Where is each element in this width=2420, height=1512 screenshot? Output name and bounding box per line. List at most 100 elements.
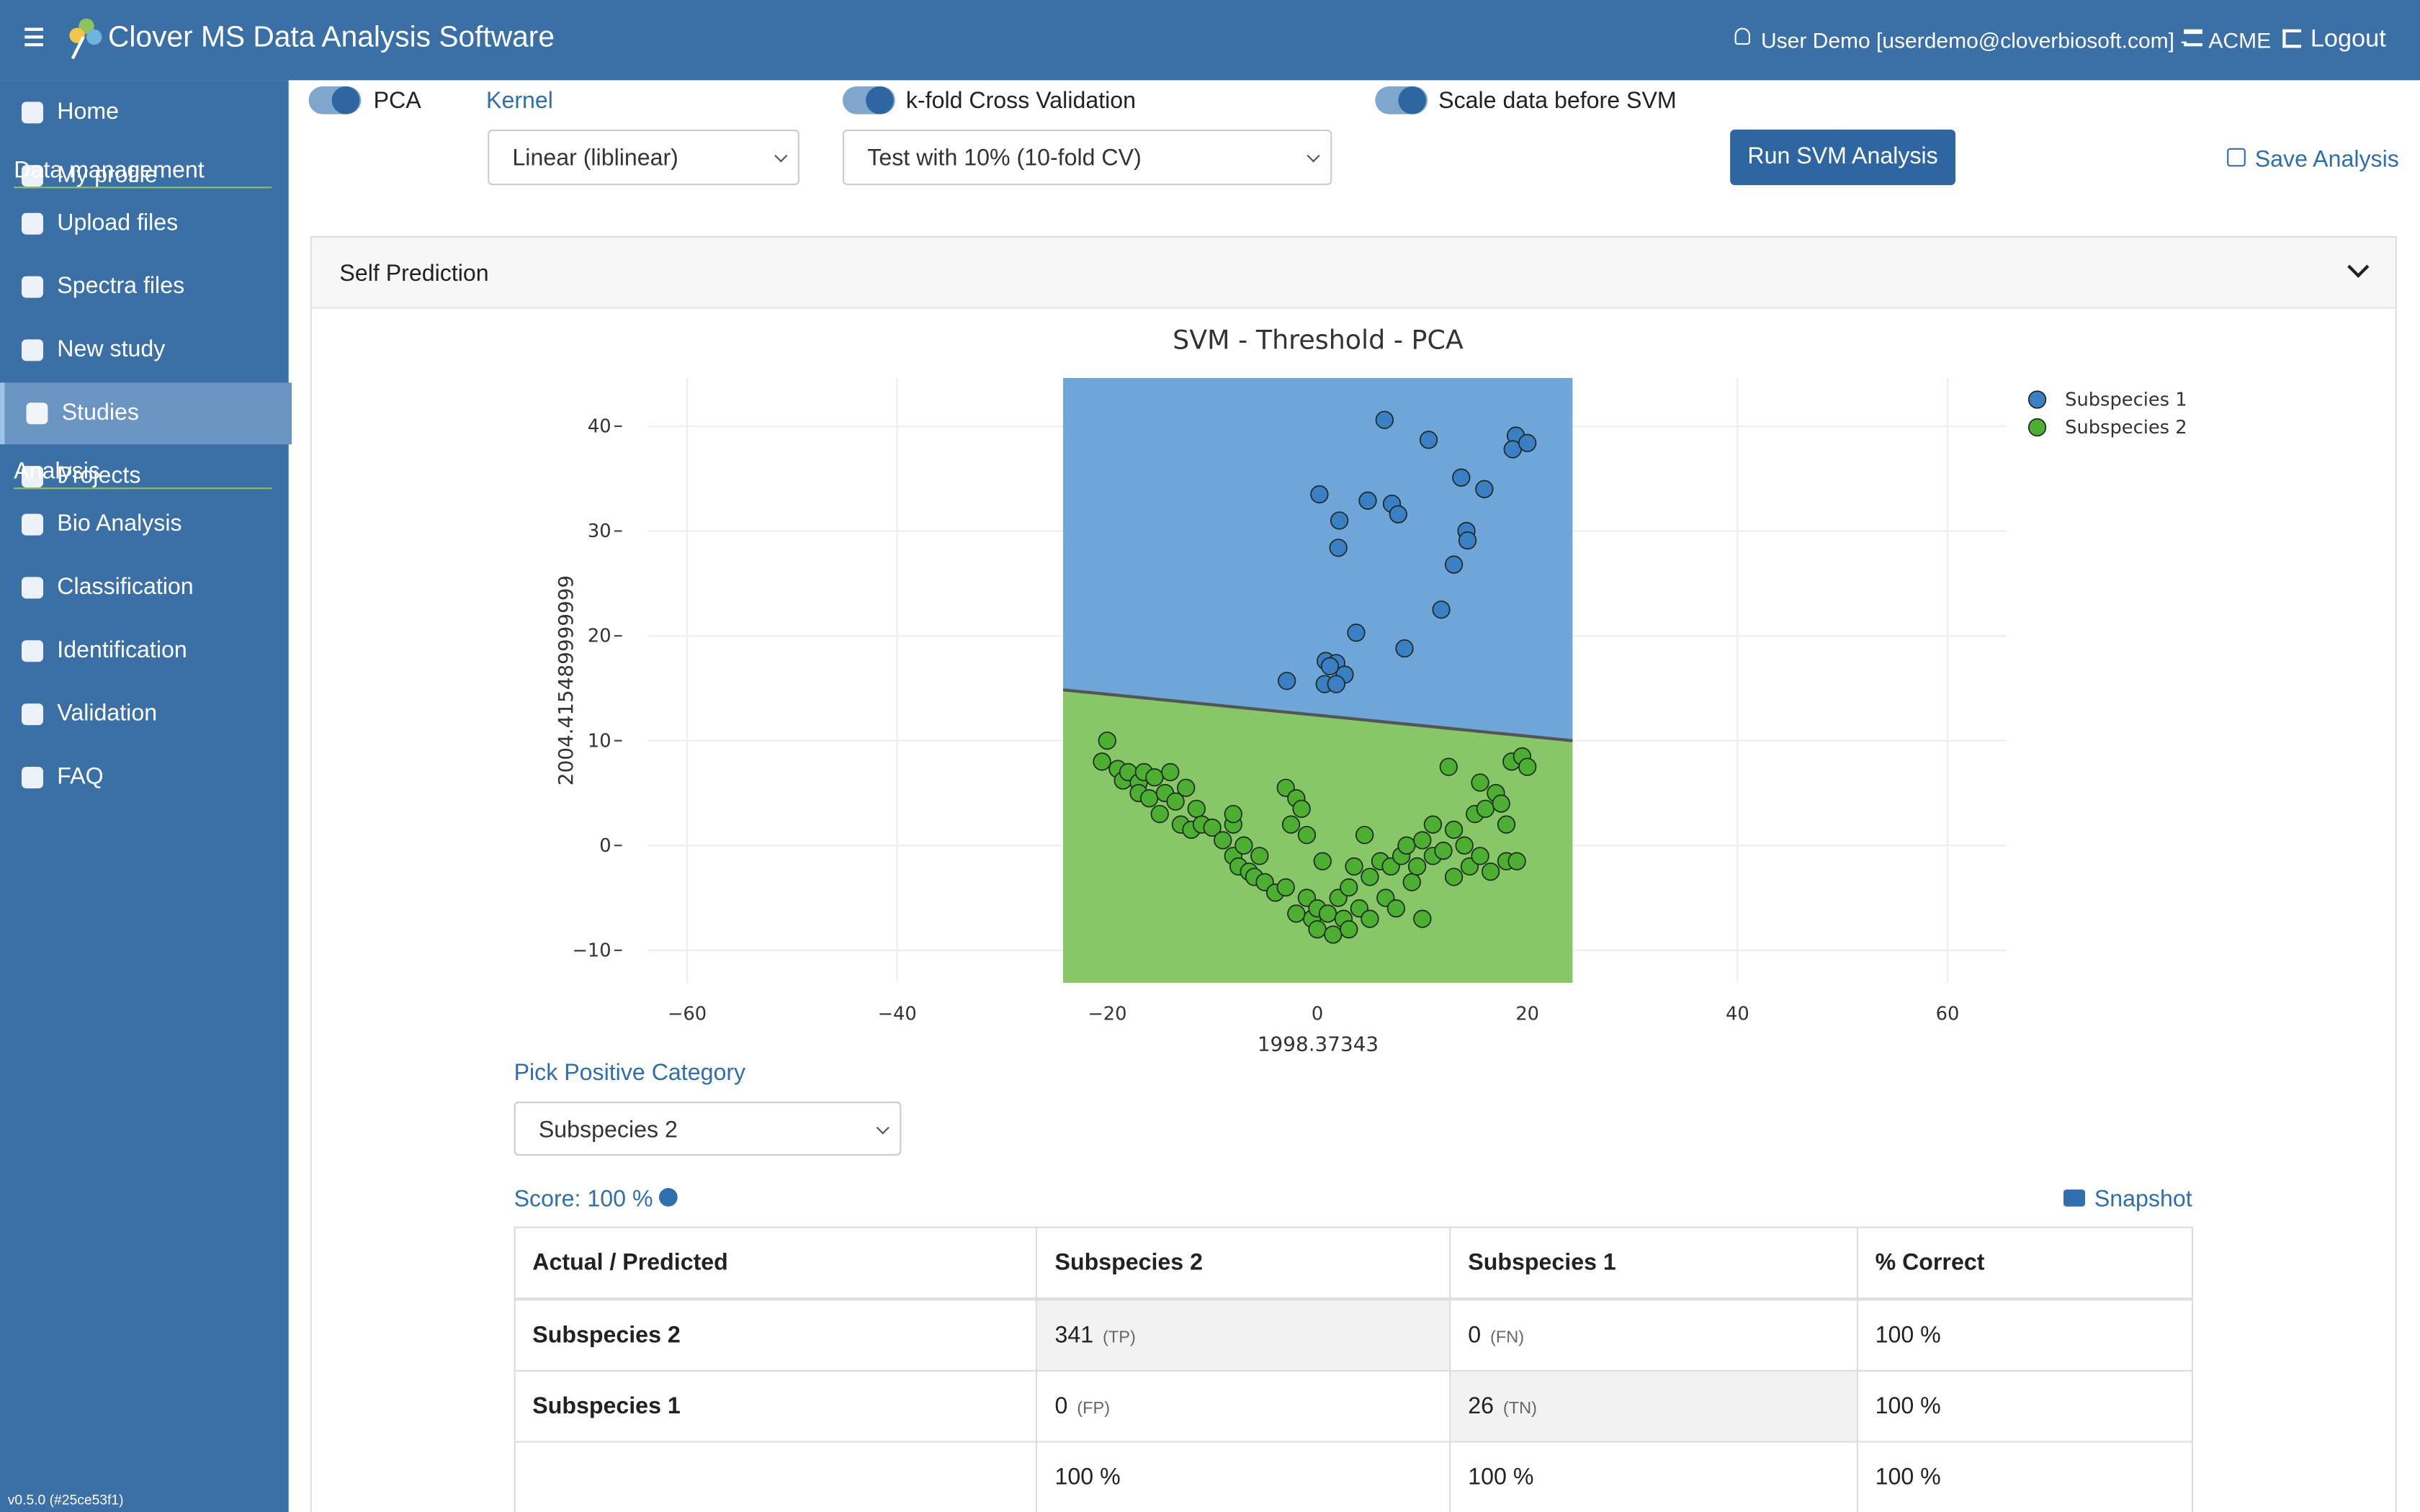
table-row: Subspecies 2 341 (TP) 0 (FN) 100 % xyxy=(514,1298,2193,1372)
point xyxy=(1432,600,1451,619)
x-tick-label: −20 xyxy=(1088,1003,1126,1025)
nav-icon xyxy=(26,402,48,425)
nav-label: Validation xyxy=(57,700,158,727)
nav-label: Projects xyxy=(57,462,141,490)
table-cell: Subspecies 2 xyxy=(514,1298,1038,1372)
nav-item[interactable]: Validation xyxy=(0,683,287,745)
logout-link[interactable]: Logout xyxy=(2310,26,2386,53)
nav-label: New study xyxy=(57,336,166,363)
legend-marker xyxy=(2027,418,2047,437)
cell-tag: (TP) xyxy=(1103,1328,1136,1347)
kfold-select[interactable]: Test with 10% (10-fold CV) xyxy=(843,130,1332,186)
point xyxy=(1518,757,1537,776)
point xyxy=(1481,863,1500,881)
panel-title: Self Prediction xyxy=(339,261,489,287)
nav-item[interactable]: New study xyxy=(0,320,287,382)
point xyxy=(1475,480,1494,498)
point xyxy=(1423,815,1443,834)
scale-toggle[interactable] xyxy=(1375,86,1428,114)
cell-text: 100 % xyxy=(1875,1464,1941,1490)
point xyxy=(1203,818,1222,837)
version: v0.5.0 (#25ce53f1) xyxy=(7,1492,124,1508)
kernel-select[interactable]: Linear (liblinear) xyxy=(488,130,799,186)
logout-icon xyxy=(2282,29,2301,48)
snapshot-link[interactable]: Snapshot xyxy=(2094,1186,2192,1213)
nav-item[interactable]: Home xyxy=(0,82,287,144)
nav-item[interactable]: Identification xyxy=(0,620,287,682)
point xyxy=(1397,836,1416,855)
table-cell: 26 (TN) xyxy=(1449,1369,1858,1443)
column-header: % Correct xyxy=(1856,1226,2193,1301)
point xyxy=(1313,852,1332,870)
cell-text: 100 % xyxy=(1875,1392,1941,1420)
nav-item[interactable]: Spectra files xyxy=(0,256,287,318)
table-cell: 100 % xyxy=(1449,1441,1858,1512)
pick-label: Pick Positive Category xyxy=(514,1060,746,1086)
save-icon xyxy=(2227,148,2246,167)
column-header: Subspecies 1 xyxy=(1449,1226,1858,1301)
table-cell xyxy=(514,1441,1038,1512)
confusion-table: Actual / Predicted Subspecies 2 Subspecies… xyxy=(514,1226,2193,1512)
y-tick-label: −10 xyxy=(572,940,611,961)
scale-label: Scale data before SVM xyxy=(1438,88,1677,114)
point xyxy=(1161,762,1180,782)
kfold-label: k-fold Cross Validation xyxy=(905,88,1137,114)
cell-tag: (TN) xyxy=(1502,1399,1538,1418)
run-button[interactable]: Run SVM Analysis xyxy=(1730,130,1955,186)
table-cell: 0 (FN) xyxy=(1449,1298,1858,1372)
point xyxy=(1492,794,1510,813)
point xyxy=(1310,485,1329,504)
pick-select[interactable]: Subspecies 2 xyxy=(514,1102,902,1156)
point xyxy=(1355,826,1374,845)
kfold-toggle[interactable] xyxy=(843,86,895,114)
point xyxy=(1395,639,1414,658)
point xyxy=(1098,732,1116,750)
kernel-label: Kernel xyxy=(486,88,553,114)
point xyxy=(1518,433,1537,452)
nav-item[interactable]: Studies xyxy=(0,382,292,445)
point xyxy=(1507,852,1526,870)
cell-text: 341 xyxy=(1054,1322,1094,1349)
point xyxy=(1471,773,1489,792)
menu-button[interactable] xyxy=(24,27,43,31)
kfold-value: Test with 10% (10-fold CV) xyxy=(867,145,1142,171)
cell-tag: (FN) xyxy=(1490,1328,1525,1347)
nav-label: Studies xyxy=(61,400,139,426)
point xyxy=(1497,815,1516,834)
table-cell: Subspecies 1 xyxy=(514,1369,1038,1443)
pca-toggle[interactable] xyxy=(308,86,362,114)
nav-item[interactable]: Classification xyxy=(0,557,287,619)
cell-text: 100 % xyxy=(1875,1322,1941,1349)
point xyxy=(1150,804,1169,824)
point xyxy=(1402,873,1421,891)
nav-label: Spectra files xyxy=(57,273,185,300)
panel-header[interactable]: Self Prediction xyxy=(311,238,2396,309)
nav-item[interactable]: Upload files xyxy=(0,193,287,255)
nav-item[interactable]: FAQ xyxy=(0,747,287,809)
point xyxy=(1278,672,1296,690)
nav-item[interactable]: Projects xyxy=(0,446,287,508)
nav-item[interactable]: My profile xyxy=(0,145,287,207)
point xyxy=(1340,920,1358,939)
user-icon xyxy=(1734,27,1750,45)
cell-tag: (FP) xyxy=(1077,1399,1111,1418)
save-link[interactable]: Save Analysis xyxy=(2254,146,2399,173)
point xyxy=(1419,431,1438,449)
nav-item[interactable]: Bio Analysis xyxy=(0,494,287,556)
point xyxy=(1389,505,1407,523)
chevron xyxy=(2347,256,2370,278)
x-tick-label: 40 xyxy=(1726,1003,1749,1025)
y-tick-label: 40 xyxy=(588,416,611,438)
cell-text: 100 % xyxy=(1054,1464,1121,1490)
info-icon[interactable] xyxy=(659,1188,678,1207)
point xyxy=(1093,752,1111,771)
table-cell: 100 % xyxy=(1856,1441,2193,1512)
x-tick-label: 20 xyxy=(1515,1003,1539,1025)
point xyxy=(1458,531,1477,550)
point xyxy=(1177,778,1196,797)
y-tick-label: 0 xyxy=(599,835,611,857)
legend-label: Subspecies 2 xyxy=(2065,417,2187,438)
point xyxy=(1361,868,1379,886)
pick-value: Subspecies 2 xyxy=(538,1117,678,1143)
point xyxy=(1361,909,1379,928)
